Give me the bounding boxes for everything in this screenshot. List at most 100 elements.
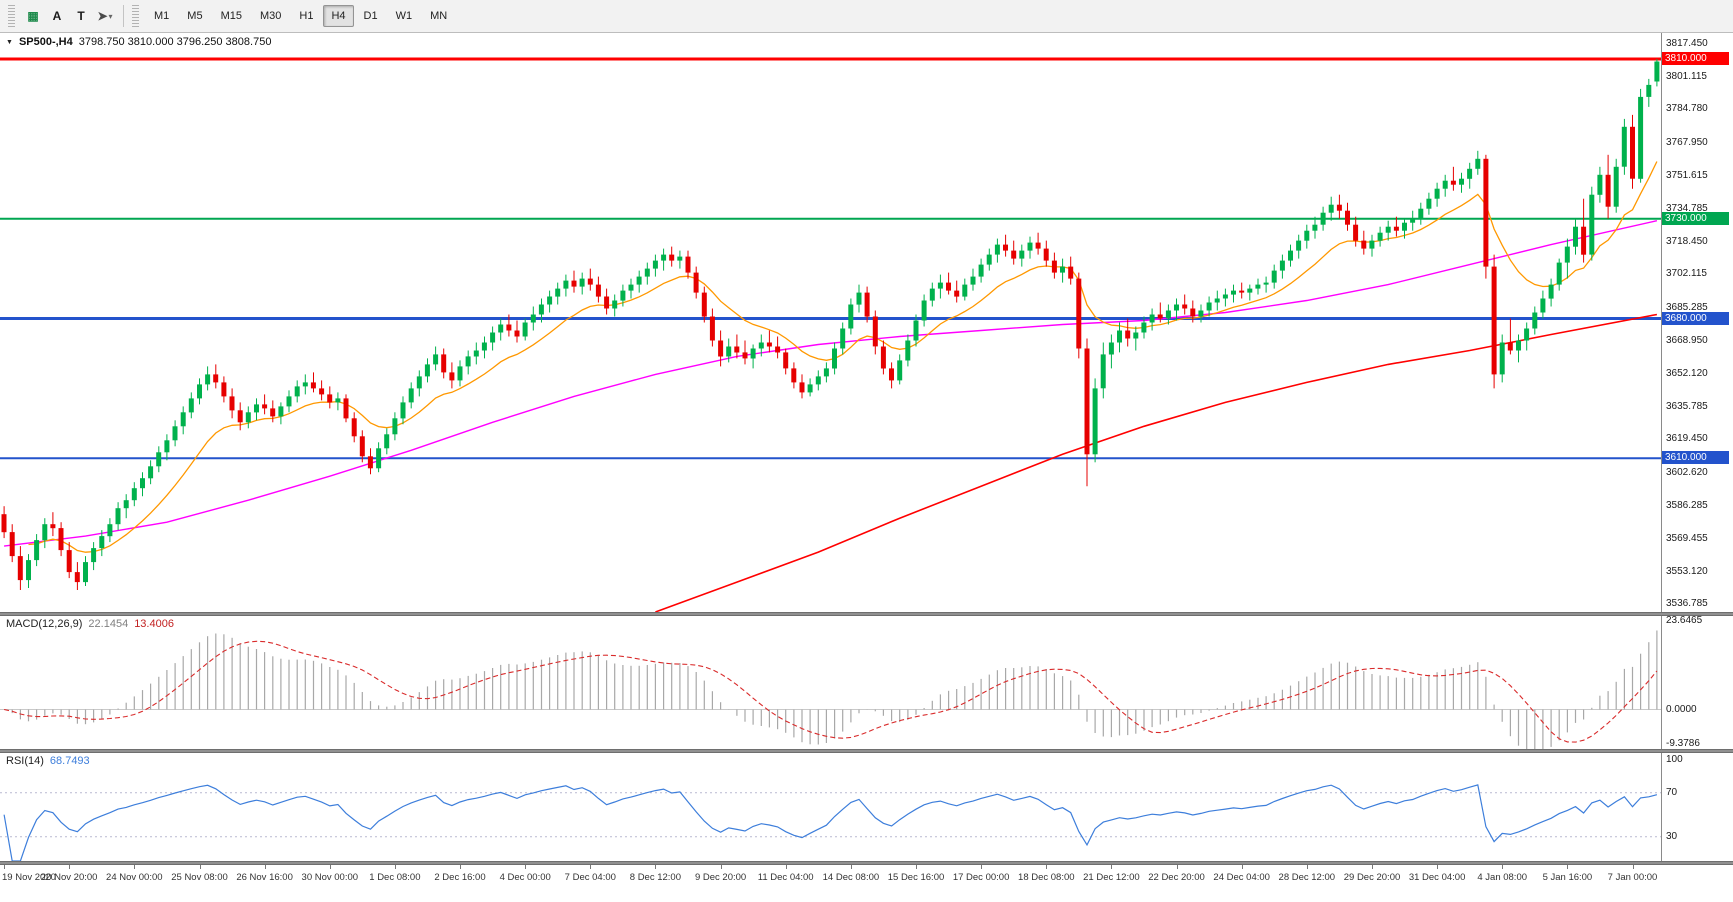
time-axis-label: 1 Dec 08:00 (369, 872, 421, 883)
macd-axis[interactable]: 23.6465 0.0000 -9.3786 (1661, 616, 1733, 749)
timeframe-button-m5[interactable]: M5 (187, 10, 203, 22)
price-tick-label: 3734.785 (1666, 203, 1708, 215)
rsi-panel[interactable]: RSI(14) 68.7493 (0, 753, 1661, 861)
timeframe-buttons-group: M1 M5 M15 M30 H1 H4 D1 W1 MN (145, 5, 456, 27)
macd-title: MACD(12,26,9) 22.1454 13.4006 (6, 618, 174, 630)
time-axis-label: 7 Jan 00:00 (1607, 872, 1658, 883)
rsi-axis[interactable]: 100 70 30 (1661, 753, 1733, 861)
time-axis-label: 19 Nov 2020 (2, 872, 56, 883)
price-plot[interactable] (0, 33, 1661, 612)
timeframe-button-h4[interactable]: H4 (323, 5, 354, 27)
time-tick (1306, 865, 1308, 869)
timeframe-button-w1[interactable]: W1 (395, 10, 413, 22)
macd-label: MACD(12,26,9) (6, 618, 83, 630)
time-axis-label: 4 Jan 08:00 (1477, 872, 1528, 883)
dropdown-chevron-icon: ▾ (108, 11, 113, 21)
trendline-button[interactable]: T (69, 4, 93, 28)
market-watch-button[interactable]: ▦ (21, 4, 45, 28)
medium-ma-line (4, 220, 1658, 547)
time-tick (916, 865, 917, 869)
time-axis-label: 14 Dec 08:00 (822, 872, 880, 883)
timeframe-button-h1[interactable]: H1 (299, 10, 314, 22)
time-tick (1372, 865, 1373, 869)
macd-plot[interactable] (0, 616, 1661, 749)
time-tick (981, 865, 983, 869)
panel-splitter[interactable] (0, 749, 1733, 753)
price-chart-panel[interactable]: ▼ SP500-,H4 3798.750 3810.000 3796.250 3… (0, 33, 1661, 612)
price-tick-label: 3619.450 (1666, 433, 1708, 445)
time-axis-label: 4 Dec 00:00 (499, 872, 551, 883)
cursor-tool-button[interactable]: ➤ ▾ (93, 4, 117, 28)
tool-buttons-group: ▦ A T ➤ ▾ (21, 4, 117, 28)
rsi-tick-label: 30 (1666, 830, 1678, 842)
time-tick (1176, 865, 1178, 869)
rsi-tick-label: 70 (1666, 786, 1678, 798)
time-tick (720, 865, 722, 869)
time-tick (1046, 865, 1048, 869)
timeframe-button-mn[interactable]: MN (430, 10, 448, 22)
time-axis-label: 17 Dec 00:00 (952, 872, 1010, 883)
rsi-label: RSI(14) (6, 755, 44, 767)
time-tick (850, 865, 852, 869)
time-tick (4, 865, 6, 869)
macd-panel[interactable]: MACD(12,26,9) 22.1454 13.4006 (0, 616, 1661, 749)
chart-marker-icon: ▼ (6, 39, 13, 46)
time-tick (134, 865, 136, 869)
time-axis-label: 21 Dec 12:00 (1083, 872, 1140, 883)
time-tick (394, 865, 396, 869)
time-tick (69, 865, 71, 869)
panel-splitter[interactable] (0, 861, 1733, 865)
price-tick-label: 3817.450 (1666, 38, 1708, 50)
time-axis-label: 8 Dec 12:00 (629, 872, 682, 883)
time-axis[interactable]: 19 Nov 2020 20 Nov 20:00 24 Nov 00:00 25 No… (0, 865, 1733, 902)
time-axis-label: 25 Nov 08:00 (171, 872, 228, 883)
price-axis[interactable]: 3817.450 3801.115 3784.780 3767.950 3751.615… (1661, 33, 1733, 612)
time-axis-label: 31 Dec 04:00 (1408, 872, 1466, 883)
price-tick-label: 3569.455 (1666, 533, 1708, 545)
time-tick (1632, 865, 1634, 869)
timeframe-toolbar-grip[interactable] (132, 5, 139, 27)
time-tick (655, 865, 657, 869)
time-tick (1437, 865, 1439, 869)
cursor-tool-button-icon: ➤ (97, 9, 108, 23)
price-tick-label: 3635.785 (1666, 400, 1708, 412)
rsi-plot[interactable] (0, 753, 1661, 861)
price-tick-label: 3602.620 (1666, 467, 1708, 478)
slow-ma-line (655, 313, 1658, 612)
time-axis-label: 22 Dec 20:00 (1148, 872, 1205, 883)
text-annotation-button[interactable]: A (45, 4, 69, 28)
time-tick (460, 865, 461, 869)
time-tick (525, 865, 527, 869)
chart-title: ▼ SP500-,H4 3798.750 3810.000 3796.250 3… (6, 36, 271, 48)
panel-splitter[interactable] (0, 612, 1733, 616)
time-tick (785, 865, 787, 869)
time-tick (1502, 865, 1504, 869)
time-axis-label: 20 Nov 20:00 (40, 872, 98, 883)
macd-main-value: 22.1454 (88, 618, 129, 630)
price-level-badge: 3680.000 (1661, 311, 1729, 325)
price-tick-label: 3652.120 (1666, 368, 1708, 380)
time-axis-label: 5 Jan 16:00 (1542, 872, 1593, 883)
chart-ohlc-readout: 3798.750 3810.000 3796.250 3808.750 (78, 36, 272, 48)
candles-layer[interactable] (1, 59, 1660, 590)
toolbar-grip[interactable] (8, 5, 15, 27)
time-tick (1111, 865, 1113, 869)
time-axis-label: 2 Dec 16:00 (434, 872, 486, 883)
timeframe-button-m1[interactable]: M1 (154, 10, 170, 22)
trendline-button-icon: T (77, 9, 85, 23)
time-axis-label: 9 Dec 20:00 (694, 872, 747, 883)
time-axis-label: 29 Dec 20:00 (1343, 872, 1401, 883)
time-axis-label: 28 Dec 12:00 (1278, 872, 1336, 883)
timeframe-button-m30[interactable]: M30 (259, 10, 282, 22)
market-watch-button-icon: ▦ (27, 9, 39, 23)
timeframe-button-d1[interactable]: D1 (363, 10, 378, 22)
time-tick (590, 865, 592, 869)
price-axis-border (1661, 33, 1662, 865)
toolbar-separator (123, 5, 124, 27)
price-tick-label: 3685.285 (1666, 301, 1708, 313)
price-level-badge: 3730.000 (1661, 211, 1729, 225)
time-axis-label: 24 Dec 04:00 (1213, 872, 1270, 883)
macd-tick-label: 23.6465 (1666, 615, 1703, 627)
price-level-lines[interactable] (0, 57, 1661, 460)
timeframe-button-m15[interactable]: M15 (220, 10, 242, 22)
